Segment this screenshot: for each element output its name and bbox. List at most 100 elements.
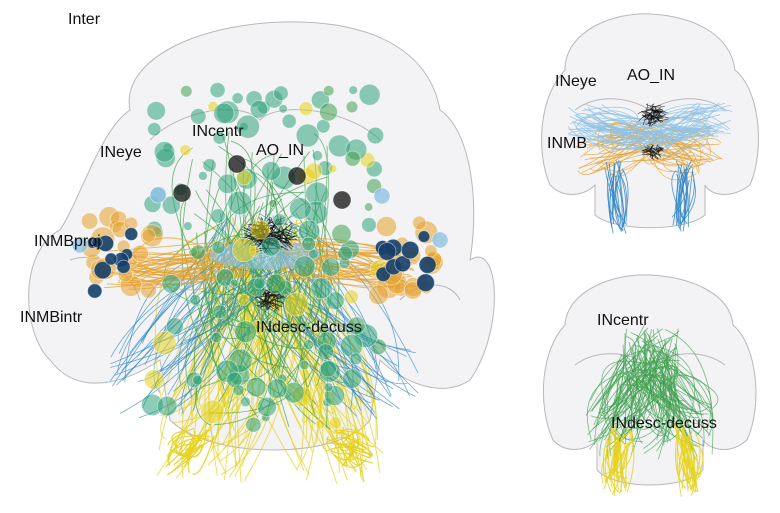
soma [412, 215, 427, 231]
neurite [584, 103, 652, 152]
neurite [649, 121, 657, 125]
neurite [643, 144, 654, 155]
neurite [664, 104, 732, 149]
neurite [257, 289, 266, 308]
label-inmbintr: INMBintr [20, 309, 83, 326]
neurite [649, 354, 693, 449]
soma [71, 236, 89, 254]
soma [211, 240, 226, 255]
soma [161, 195, 181, 215]
neurite [340, 430, 374, 448]
soma [331, 223, 352, 245]
neurite [645, 103, 665, 108]
soma [190, 108, 207, 125]
neurite [682, 169, 687, 232]
neurite [679, 163, 694, 224]
neurite [660, 379, 668, 408]
soma [209, 82, 226, 99]
soma [212, 304, 228, 320]
neurite [578, 119, 635, 139]
soma [141, 228, 156, 243]
neurite [265, 301, 280, 312]
neurite [628, 362, 662, 419]
neurite [181, 443, 204, 461]
soma [250, 219, 271, 240]
label-indesc-decuss: INdesc-decuss [611, 415, 717, 432]
neurite [167, 437, 210, 463]
neurite [611, 161, 622, 217]
soma [183, 221, 193, 231]
soma [87, 283, 103, 299]
soma [319, 360, 337, 378]
neurite [210, 153, 283, 385]
neurite [586, 368, 643, 440]
soma [202, 158, 217, 173]
neurite [644, 115, 654, 120]
soma [232, 237, 257, 262]
neurite [341, 452, 353, 467]
neurite [675, 430, 687, 489]
soma [261, 236, 281, 257]
neurite [611, 163, 616, 221]
soma [152, 331, 177, 356]
neurite [179, 433, 196, 457]
neurite [643, 350, 678, 418]
neurite [642, 153, 695, 169]
soma [366, 126, 385, 145]
main-brain-rendering: Inter INMBproj INMBintr INeye INcentr AO… [20, 11, 495, 484]
soma-spheres [71, 82, 449, 433]
neurite [338, 428, 365, 438]
neurite [658, 350, 712, 406]
soma [281, 113, 297, 129]
neurite [641, 149, 659, 160]
neurite [656, 109, 660, 121]
soma [256, 396, 277, 417]
neurite [679, 175, 688, 224]
soma [227, 154, 247, 174]
soma [394, 255, 412, 273]
neurite [644, 148, 662, 156]
neurite [259, 294, 280, 306]
neurite [657, 349, 669, 409]
panel-title: Inter [68, 11, 101, 28]
neurite [629, 372, 694, 457]
neurite [664, 329, 714, 455]
neurite [634, 109, 708, 150]
soma [200, 399, 225, 424]
soma [213, 102, 235, 124]
soma [143, 369, 165, 390]
neurite [642, 145, 649, 151]
neurite [203, 231, 306, 350]
soma [232, 384, 245, 397]
soma [315, 419, 326, 430]
neurite [626, 427, 635, 493]
neurite [672, 166, 679, 226]
neurite [128, 257, 222, 283]
neurite [294, 133, 330, 384]
soma [376, 216, 397, 237]
top-right-panel: INeye AO_IN INMB [525, 0, 780, 240]
neurite [165, 430, 196, 468]
neurite [645, 119, 668, 126]
soma [298, 101, 314, 117]
neurite [351, 440, 373, 458]
neurite [653, 107, 705, 140]
neurite [654, 107, 663, 119]
neurite [194, 429, 208, 458]
soma [131, 244, 149, 263]
neurite [343, 453, 367, 468]
neurite [637, 133, 719, 137]
neurite [637, 371, 691, 440]
soma [303, 339, 314, 351]
neurite [195, 190, 273, 291]
neurite [623, 376, 664, 437]
neurite [611, 436, 623, 495]
neurite [658, 102, 699, 142]
neurite [625, 361, 705, 406]
soma [189, 294, 202, 306]
main-panel: Inter INMBproj INMBintr INeye INcentr AO… [20, 11, 495, 484]
soma [431, 231, 449, 249]
neurite [648, 106, 705, 144]
neurite [166, 297, 231, 458]
neurite [267, 305, 278, 311]
